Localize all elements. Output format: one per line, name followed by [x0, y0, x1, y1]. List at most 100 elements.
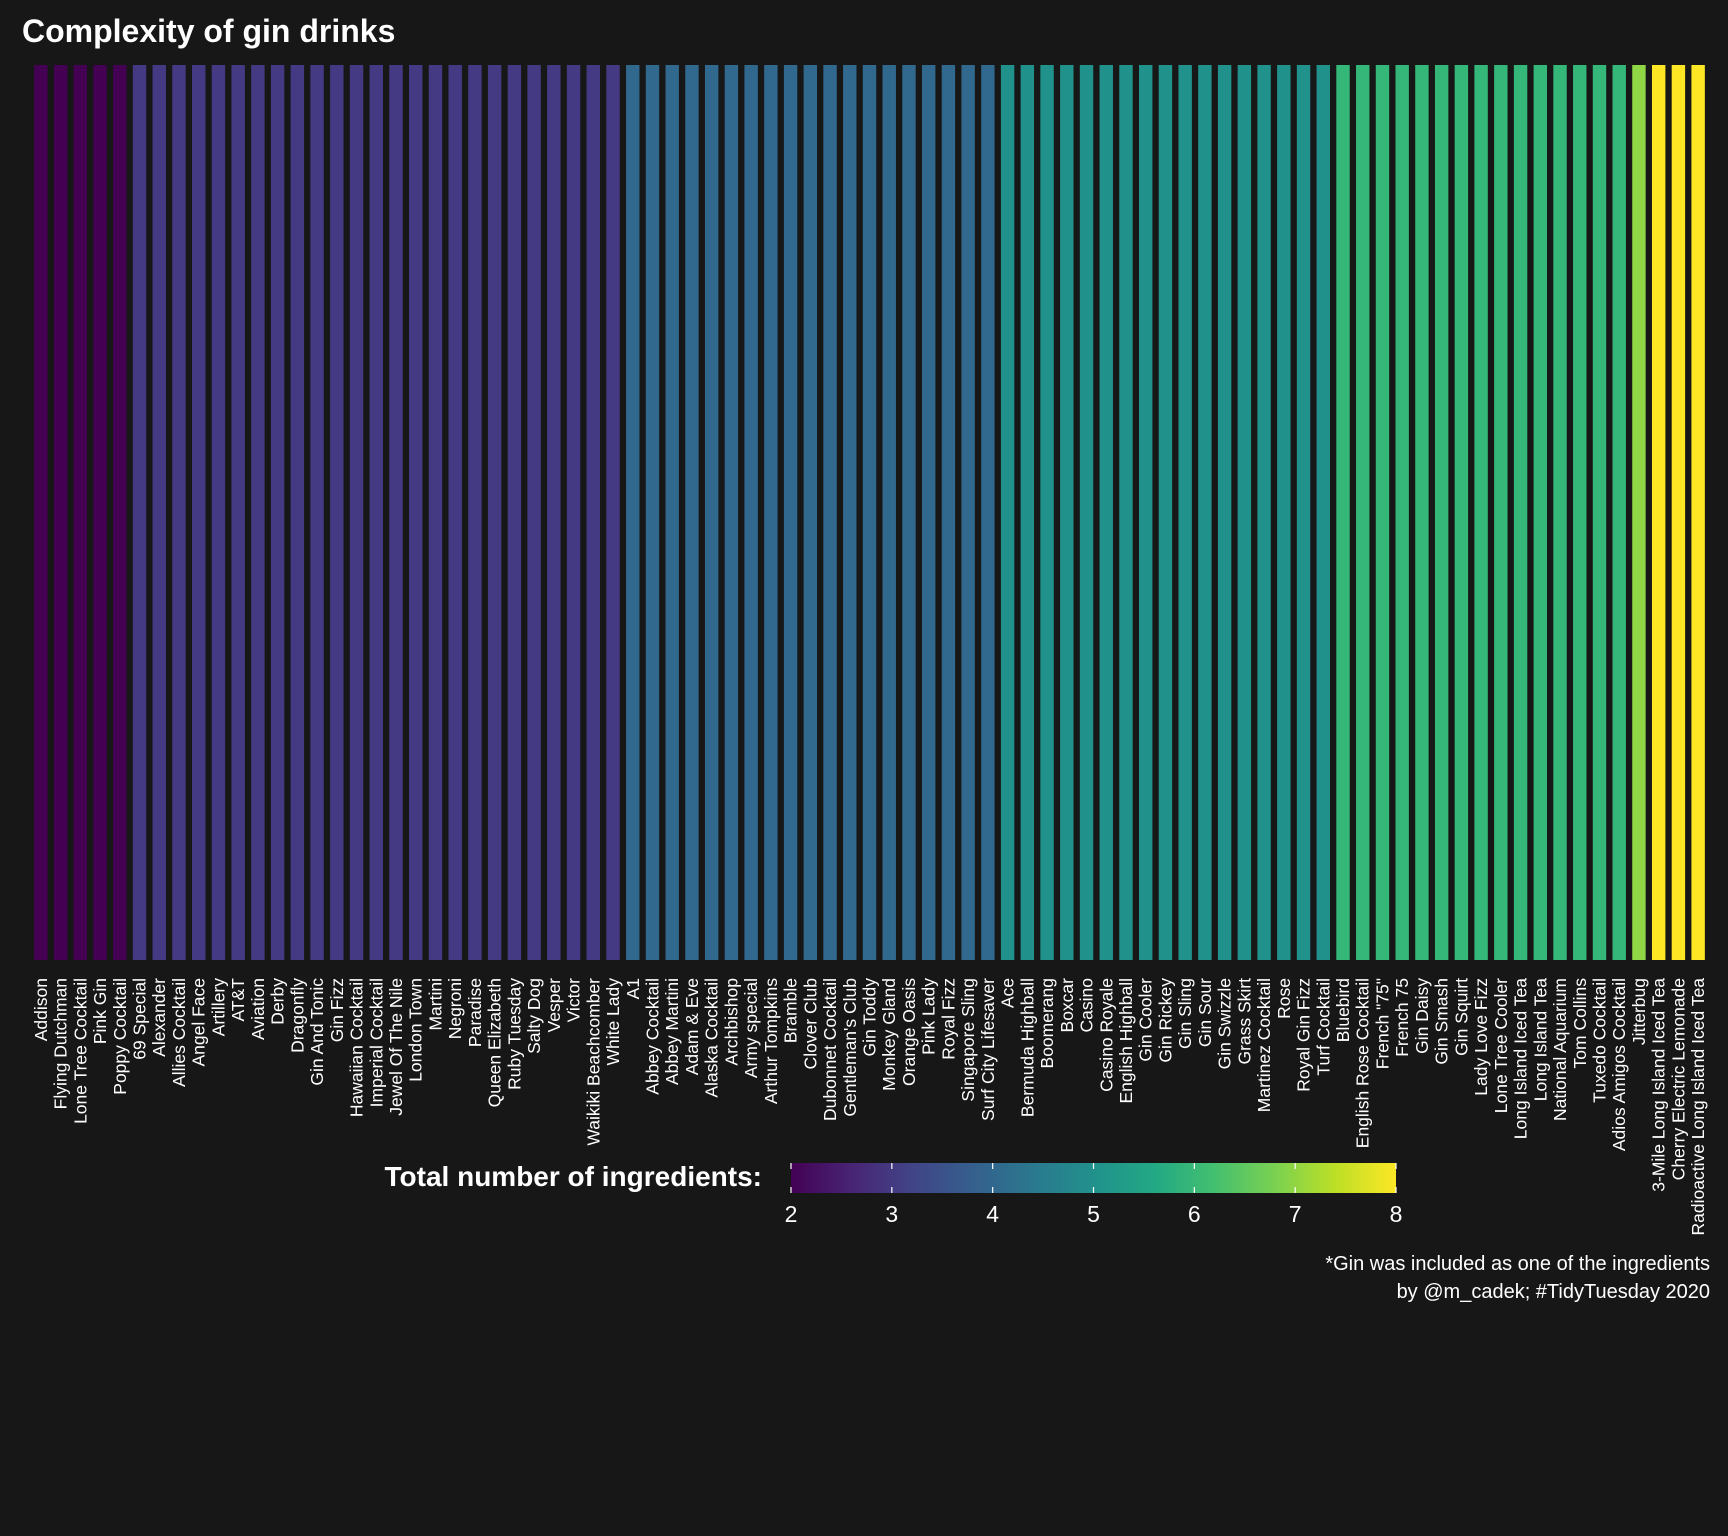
bar-75 [1513, 65, 1528, 960]
bar-70 [1415, 65, 1429, 960]
caption-line-2: by @m_cadek; #TidyTuesday 2020 [1397, 1281, 1710, 1303]
x-tick-label-79: Tuxedo Cocktail [1589, 978, 1609, 1103]
bar-11 [251, 65, 265, 960]
bar-71 [1434, 65, 1449, 960]
bar-67 [1356, 65, 1370, 960]
x-tick-label-53: Casino [1077, 978, 1097, 1032]
x-tick-label-77: National Aquarium [1550, 978, 1570, 1121]
legend-ticks: 2 3 4 5 6 7 8 [785, 1163, 1402, 1227]
x-tick-label-0: Addison [31, 978, 51, 1041]
x-tick-label-36: Army special [741, 978, 761, 1078]
bar-0 [34, 65, 48, 960]
x-tick-label-71: Gin Smash [1432, 978, 1452, 1065]
bar-84 [1691, 65, 1705, 960]
bar-9 [211, 65, 226, 960]
bar-3 [93, 65, 107, 960]
bar-34 [704, 65, 719, 960]
bar-48 [981, 65, 995, 960]
bar-53 [1079, 65, 1094, 960]
x-tick-label-24: Ruby Tuesday [504, 978, 524, 1090]
x-tick-label-37: Arthur Tompkins [761, 978, 781, 1104]
bar-18 [389, 65, 403, 960]
x-tick-label-2: Lone Tree Cocktail [70, 978, 90, 1124]
bar-21 [448, 65, 462, 960]
x-tick-label-15: Gin Fizz [327, 978, 347, 1042]
bar-50 [1020, 65, 1035, 960]
bar-7 [172, 65, 186, 960]
bar-14 [310, 65, 324, 960]
x-tick-label-46: Royal Fizz [938, 978, 958, 1060]
x-tick-label-26: Vesper [544, 978, 564, 1033]
x-tick-label-70: Gin Daisy [1412, 978, 1432, 1054]
bar-23 [487, 65, 502, 960]
bar-54 [1099, 65, 1113, 960]
x-tick-label-50: Bermuda Highball [1017, 978, 1037, 1117]
bar-16 [349, 65, 364, 960]
bar-57 [1158, 65, 1173, 960]
x-tick-label-32: Abbey Martini [662, 978, 682, 1085]
x-tick-label-9: Artillery [208, 978, 228, 1037]
x-tick-label-65: Turf Cocktail [1313, 978, 1333, 1076]
x-tick-label-49: Ace [998, 978, 1018, 1008]
bar-72 [1454, 65, 1469, 960]
x-tick-label-34: Alaska Cocktail [702, 978, 722, 1098]
bar-31 [645, 65, 660, 960]
legend-title: Total number of ingredients: [385, 1161, 762, 1192]
bar-47 [961, 65, 975, 960]
chart-title: Complexity of gin drinks [22, 13, 395, 49]
bar-78 [1573, 65, 1587, 960]
bar-10 [231, 65, 245, 960]
bar-36 [744, 65, 758, 960]
x-tick-label-44: Orange Oasis [899, 978, 919, 1086]
bar-4 [113, 65, 127, 960]
x-tick-label-57: Gin Rickey [1155, 978, 1175, 1063]
bar-24 [507, 65, 522, 960]
bar-27 [566, 65, 581, 960]
bar-15 [330, 65, 344, 960]
x-tick-label-80: Adios Amigos Cocktail [1609, 978, 1629, 1151]
bar-77 [1553, 65, 1567, 960]
x-tick-label-40: Dubonnet Cocktail [820, 978, 840, 1121]
x-tick-label-63: Rose [1274, 978, 1294, 1019]
x-tick-label-42: Gin Toddy [860, 978, 880, 1057]
bar-39 [803, 65, 818, 960]
x-tick-label-4: Poppy Cocktail [110, 978, 130, 1095]
x-tick-label-59: Gin Sour [1195, 978, 1215, 1047]
x-tick-label-55: English Highball [1116, 978, 1136, 1104]
x-tick-label-16: Hawaiian Cocktail [347, 978, 367, 1117]
x-tick-label-20: Martini [425, 978, 445, 1031]
bar-79 [1592, 65, 1607, 960]
bars-group [34, 65, 1705, 960]
x-tick-label-18: Jewel Of The Nile [386, 978, 406, 1116]
bar-73 [1474, 65, 1488, 960]
bar-83 [1671, 65, 1686, 960]
bar-25 [527, 65, 541, 960]
x-tick-label-41: Gentleman's Club [840, 978, 860, 1117]
bar-8 [191, 65, 206, 960]
bar-43 [882, 65, 896, 960]
legend-tick-label-3: 5 [1087, 1201, 1100, 1227]
x-tick-label-61: Grass Skirt [1234, 978, 1254, 1065]
x-tick-label-12: Derby [268, 978, 288, 1025]
x-tick-label-58: Gin Sling [1175, 978, 1195, 1049]
x-tick-label-45: Pink Lady [919, 978, 939, 1055]
bar-60 [1217, 65, 1232, 960]
x-tick-label-48: Surf City Lifesaver [978, 978, 998, 1121]
legend-tick-label-4: 6 [1188, 1201, 1201, 1227]
bar-1 [53, 65, 68, 960]
x-tick-label-39: Clover Club [800, 978, 820, 1069]
bar-74 [1494, 65, 1508, 960]
bar-80 [1612, 65, 1626, 960]
x-tick-label-30: A1 [623, 978, 643, 999]
x-tick-label-74: Lone Tree Cooler [1491, 978, 1511, 1113]
x-tick-label-83: Cherry Electric Lemonade [1668, 978, 1688, 1180]
legend-tick-label-0: 2 [785, 1201, 798, 1227]
x-tick-label-23: Queen Elizabeth [485, 978, 505, 1107]
x-tick-label-17: Imperial Cocktail [366, 978, 386, 1107]
x-tick-label-13: Dragonfly [287, 978, 307, 1053]
x-tick-label-10: AT&T [228, 978, 248, 1022]
x-tick-label-62: Martinez Cocktail [1254, 978, 1274, 1112]
x-tick-label-27: Victor [564, 978, 584, 1023]
x-tick-labels: Addison Flying Dutchman Lone Tree Cocktail… [31, 978, 1708, 1236]
